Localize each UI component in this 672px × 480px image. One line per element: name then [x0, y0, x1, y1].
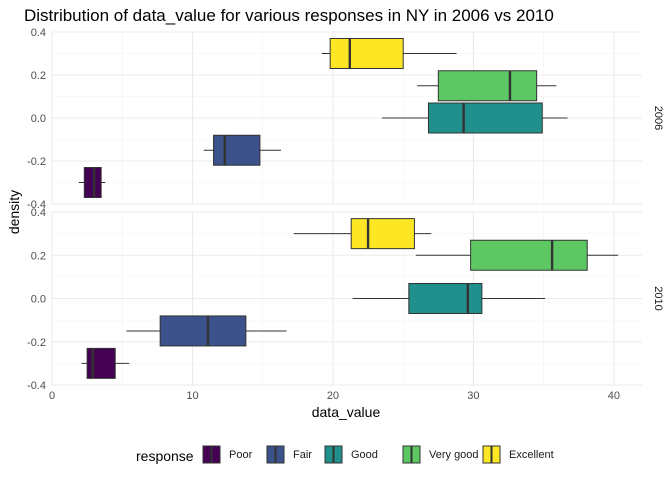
- panel-2006: -0.4 -0.2 0.0 0.2 0.4 2006: [27, 27, 664, 211]
- boxplot-very-good: [417, 70, 557, 102]
- y-tick-label: -0.4: [27, 380, 46, 392]
- legend: response Poor Fair Good Very good Excellent: [136, 445, 554, 464]
- boxplot-fair: [203, 134, 281, 166]
- legend-item-excellent: Excellent: [482, 445, 554, 464]
- x-tick-label: 30: [467, 390, 479, 402]
- boxplot-excellent: [321, 38, 457, 69]
- boxplot-fair: [126, 315, 287, 347]
- legend-item-poor: Poor: [202, 445, 253, 464]
- x-tick-label: 0: [49, 390, 55, 402]
- x-axis-ticks: 0 10 20 30 40: [49, 390, 620, 402]
- boxplot-poor: [78, 167, 106, 198]
- y-tick-label: 0.0: [31, 113, 46, 125]
- y-tick-label: 0.4: [31, 207, 46, 219]
- y-tick-label: -0.2: [27, 156, 46, 168]
- box: [470, 239, 588, 271]
- boxplot-excellent: [293, 218, 432, 250]
- facet-label-2006: 2006: [652, 106, 664, 130]
- box: [437, 70, 538, 102]
- box: [213, 134, 261, 166]
- box: [159, 315, 247, 347]
- legend-label: Excellent: [509, 449, 554, 461]
- legend-item-very-good: Very good: [402, 445, 479, 464]
- box: [350, 218, 415, 250]
- legend-label: Poor: [229, 449, 253, 461]
- boxplot-very-good: [415, 239, 619, 271]
- boxplot-good: [382, 102, 568, 134]
- y-axis-label: density: [6, 190, 22, 234]
- box: [427, 102, 543, 134]
- box: [408, 283, 483, 314]
- legend-title: response: [136, 448, 194, 464]
- legend-label: Good: [351, 449, 378, 461]
- y-tick-label: -0.2: [27, 337, 46, 349]
- facet-panels: -0.4 -0.2 0.0 0.2 0.4 2006 -0.4 -0.2 0.0 0.2 0.4 20…: [27, 27, 664, 402]
- box: [86, 347, 116, 379]
- chart-title: Distribution of data_value for various r…: [24, 6, 554, 25]
- legend-label: Fair: [293, 449, 312, 461]
- box: [329, 38, 404, 69]
- panel-2010: -0.4 -0.2 0.0 0.2 0.4 2010: [27, 207, 664, 392]
- y-tick-label: -0.4: [27, 199, 46, 211]
- y-tick-label: 0.4: [31, 27, 46, 39]
- legend-item-fair: Fair: [266, 445, 312, 464]
- x-tick-label: 40: [608, 390, 620, 402]
- boxplot-poor: [81, 347, 130, 379]
- boxplot-good: [352, 283, 546, 314]
- legend-label: Very good: [429, 449, 479, 461]
- y-tick-label: 0.2: [31, 250, 46, 262]
- legend-item-good: Good: [324, 445, 378, 464]
- box: [83, 167, 102, 198]
- y-tick-label: 0.0: [31, 294, 46, 306]
- x-axis-label: data_value: [312, 404, 381, 420]
- facet-label-2010: 2010: [652, 286, 664, 310]
- x-tick-label: 20: [327, 390, 339, 402]
- y-tick-label: 0.2: [31, 70, 46, 82]
- x-tick-label: 10: [186, 390, 198, 402]
